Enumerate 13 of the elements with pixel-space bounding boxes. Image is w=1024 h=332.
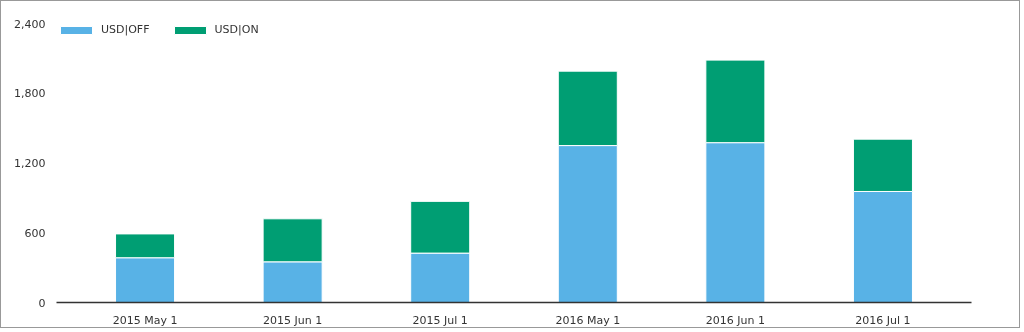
- y-tick-label: 2,400: [14, 17, 46, 31]
- x-tick-label: 2016 May 1: [555, 313, 621, 327]
- y-tick-label: 1,200: [14, 157, 46, 170]
- y-tick-label: 600: [24, 226, 46, 240]
- x-tick-label: 2016 Jun 1: [705, 313, 765, 327]
- y-tick-label: 1,800: [14, 87, 46, 101]
- x-tick-label: 2015 May 1: [112, 313, 178, 327]
- x-tick-label: 2016 Jul 1: [855, 313, 911, 327]
- legend-label: USD|ON: [214, 23, 259, 36]
- y-tick-label: 0: [38, 296, 46, 310]
- x-tick-label: 2015 Jun 1: [263, 313, 323, 327]
- legend-label: USD|OFF: [101, 23, 150, 36]
- x-tick-label: 2015 Jul 1: [412, 313, 468, 327]
